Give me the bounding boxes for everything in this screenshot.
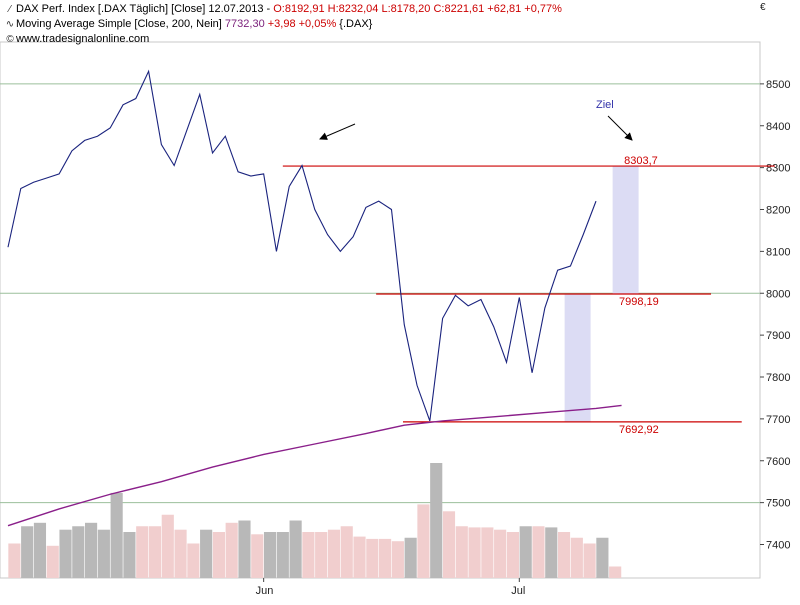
arrow-annotation-left [319,123,356,140]
y-tick-label: 7600 [766,456,790,468]
volume-bar [212,532,225,578]
y-tick-label: 8200 [766,205,790,217]
volume-bar [570,537,583,578]
target-box-lower [564,294,591,422]
volume-bar [97,529,110,578]
target-box-upper [612,166,639,295]
annotation-label: Ziel [596,99,614,111]
volume-bar [596,537,609,578]
y-tick-label: 7900 [766,330,790,342]
y-tick-label: 8400 [766,121,790,133]
y-tick-label: 8500 [766,79,790,91]
volume-bar [417,504,430,578]
volume-bar [59,529,72,578]
volume-bar [442,511,456,578]
volume-bar [557,532,571,578]
volume-bar [289,520,302,578]
level-label: 7998,19 [619,296,659,308]
volume-bar [494,529,507,578]
volume-bar [33,522,47,578]
volume-bar [263,532,277,578]
volume-bar [327,529,341,578]
volume-bar [72,526,85,578]
volume-bar [225,522,238,578]
volume-bar [161,514,174,578]
volume-bar [404,537,417,578]
volume-bar [481,527,494,578]
volume-bar [302,532,315,578]
volume-bar [110,492,123,578]
volume-bar [430,463,443,578]
volume-bar [340,526,353,578]
y-tick-label: 7400 [766,540,790,552]
legend-price-values: O:8192,91 H:8232,04 L:8178,20 C:8221,61 … [273,3,562,16]
y-tick-label: 7800 [766,372,790,384]
volume-bar [583,543,596,578]
volume-bar [251,534,264,578]
volume-bar [187,543,200,578]
plot-frame [0,41,761,579]
level-label: 7692,92 [619,424,659,436]
volume-bar [532,526,545,578]
volume-bar [21,526,34,578]
series-line-price [7,69,597,422]
copyright-icon: © [6,33,14,45]
volume-bar [123,532,136,578]
volume-bar [455,526,468,578]
currency-label: € [760,2,766,13]
x-tick-label: Jun [256,585,274,597]
volume-bar [85,522,98,578]
legend-price: ⁄ DAX Perf. Index [.DAX Täglich] [Close] … [4,3,562,15]
arrow-annotation-target [607,115,633,141]
volume-bar [353,536,366,578]
x-tick-label: Jul [511,585,525,597]
y-tick-label: 8100 [766,246,790,258]
volume-bar [174,529,187,578]
volume-bar [148,526,162,578]
volume-bar [391,541,404,578]
volume-bar [468,527,481,578]
y-tick-label: 7700 [766,414,790,426]
level-label: 8303,7 [624,155,658,167]
volume-bar [136,526,149,578]
y-tick-label: 8000 [766,288,790,300]
legend-ma-symbol: {.DAX} [336,18,373,31]
volume-bar [545,527,558,578]
volume-bar [315,532,328,578]
volume-bar [379,538,392,578]
legend-ma-change: +3,98 +0,05% [264,18,337,31]
volume-bar [276,532,289,578]
legend-ma: ∿ Moving Average Simple [Close, 200, Nein… [4,18,373,31]
volume-bar [519,526,532,578]
legend-ma-value: 7732,30 [224,18,265,31]
legend-source: © www.tradesignalonline.com [4,33,149,45]
line-series-icon: ⁄ [9,3,11,15]
volume-bar [200,529,213,578]
volume-bar [46,545,59,578]
wave-icon: ∿ [5,18,15,30]
volume-bar [366,538,379,578]
legend-ma-label: Moving Average Simple [Close, 200, Nein] [16,18,225,31]
legend-price-label: DAX Perf. Index [.DAX Täglich] [Close] 1… [16,3,274,16]
volume-bar [609,566,622,578]
y-tick-label: 7500 [766,498,790,510]
volume-bar [238,520,251,578]
y-tick-label: 8300 [766,163,790,175]
volume-bar [8,543,21,578]
series-line-ma [7,404,622,527]
source-url[interactable]: www.tradesignalonline.com [16,33,150,46]
volume-bar [506,532,519,578]
